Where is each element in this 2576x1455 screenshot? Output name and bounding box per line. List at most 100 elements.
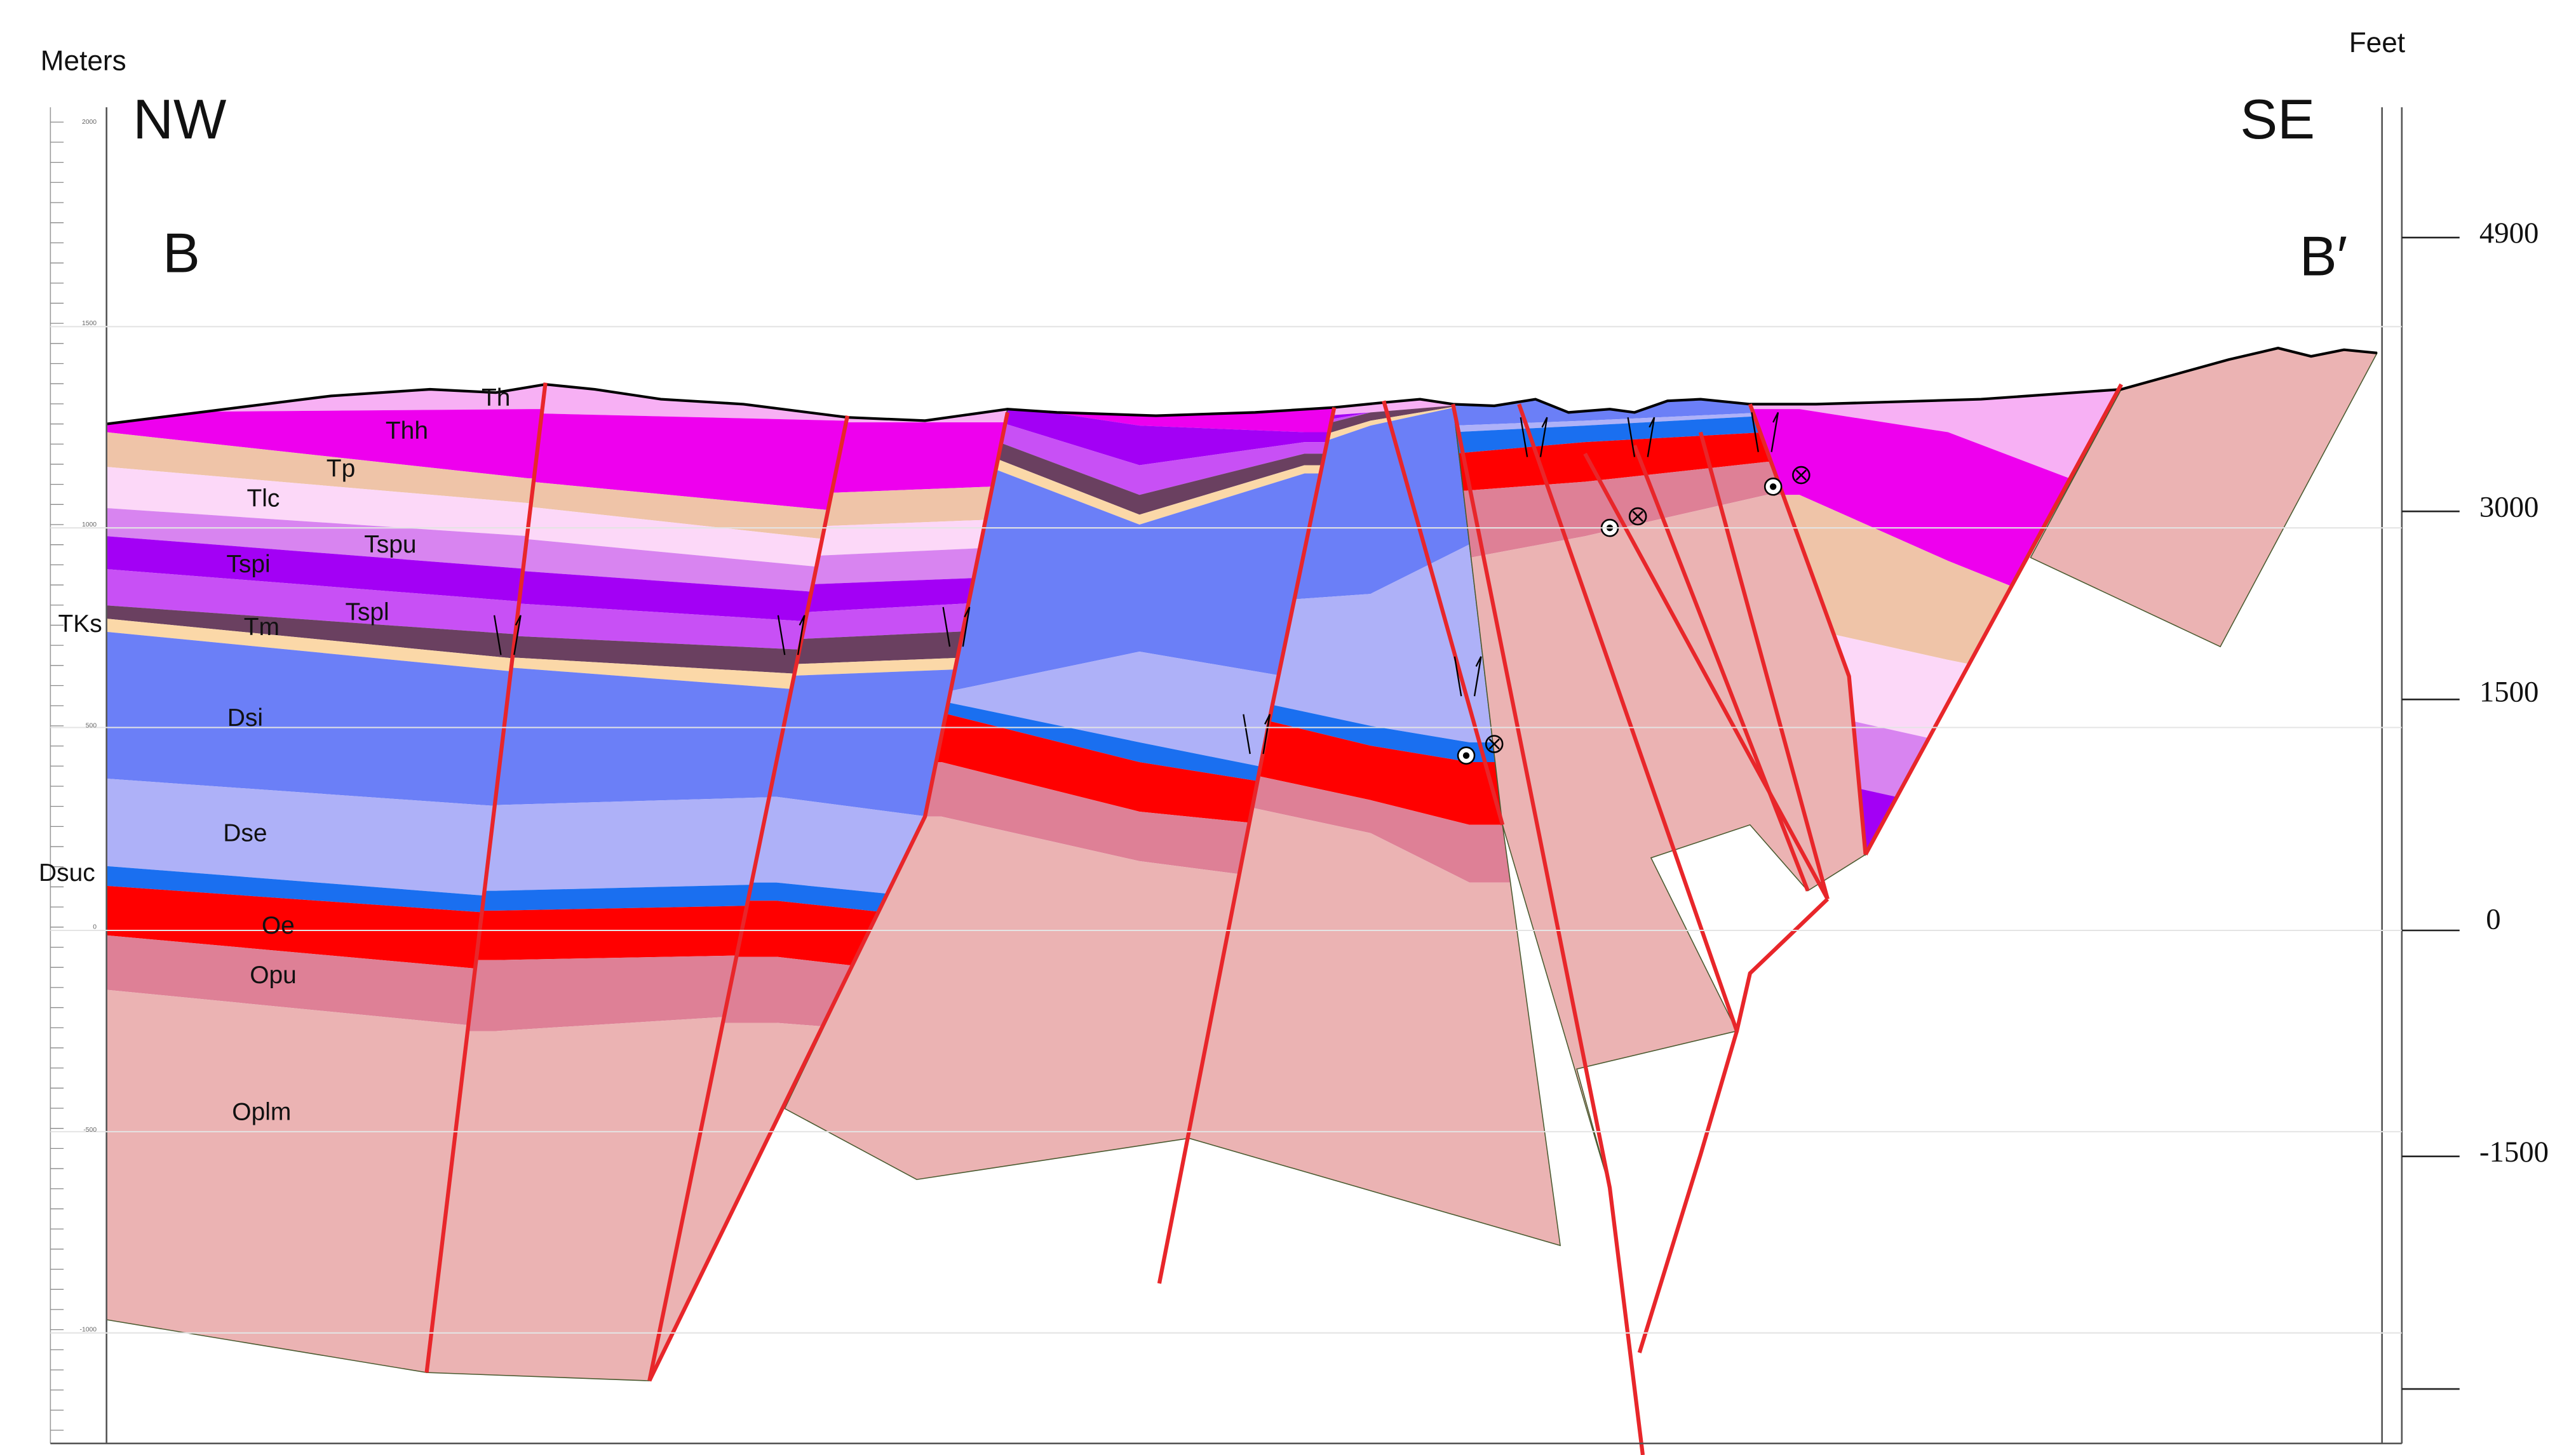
unit-label: Th (482, 384, 510, 412)
end-label: B′ (2300, 225, 2347, 288)
slip-arrow (1453, 656, 1482, 697)
unit-label: Dsuc (39, 859, 95, 887)
fault-cross-symbol (1485, 735, 1504, 753)
rock-layer (426, 503, 847, 570)
rock-layer (958, 0, 2262, 396)
feet-tick-label: 1500 (2479, 675, 2539, 708)
rock-layer (1189, 775, 1561, 883)
rock-layer (1189, 544, 1561, 742)
rock-layer (649, 547, 1008, 586)
rock-layer (785, 420, 1335, 515)
rock-layer (1453, 415, 1866, 454)
rock-layer (649, 486, 1008, 528)
rock-layer (649, 630, 1008, 665)
unit-label: TKs (58, 610, 102, 638)
slip-arrow (1243, 714, 1271, 754)
rock-layer (106, 631, 546, 808)
rock-layer (1453, 412, 1866, 432)
rock-layer (649, 520, 1008, 558)
rock-layer (426, 904, 847, 960)
fault (1451, 403, 1645, 1455)
rock-layer (426, 795, 847, 891)
fault-cross (1795, 469, 1807, 481)
fault-dot-center (1462, 752, 1470, 759)
fault (1748, 403, 1868, 855)
start-label: B (163, 222, 200, 285)
rock-layer (106, 605, 546, 660)
fault-cross (1632, 511, 1643, 522)
unit-label: Tm (244, 614, 280, 641)
fault (1863, 383, 2123, 855)
fault (647, 415, 850, 1381)
rock-layer (426, 536, 847, 594)
rock-layer (106, 935, 546, 1031)
rock-layer (426, 882, 847, 911)
fault (647, 412, 1009, 1382)
rock-layer (106, 467, 546, 537)
rock-layer (106, 619, 546, 673)
feet-tick-label: 0 (2486, 903, 2500, 936)
meter-tick-label: 2000 (82, 119, 97, 126)
rock-layer (649, 667, 1008, 825)
rock-layer (1750, 495, 2122, 693)
rock-layer (426, 953, 847, 1031)
rock-layer (1189, 808, 1561, 1246)
rock-layer (649, 422, 1008, 495)
rock-layer (649, 602, 1008, 640)
unit-label: Tspl (345, 599, 389, 626)
rock-layer (1189, 399, 1561, 421)
rock-layer (106, 384, 546, 413)
right-axis-title: Feet (2349, 27, 2405, 58)
rock-layer (785, 407, 1335, 495)
rock-layer (426, 666, 847, 805)
fault-block (1189, 399, 1561, 1246)
unit-labels: Th Thh Tp Tlc Tspu Tspi Tspl TKs Tm Dsi … (39, 384, 510, 1126)
rock-layer (1453, 432, 1866, 492)
rock-layer (426, 478, 847, 541)
feet-tick-label: 4900 (2479, 217, 2539, 250)
rock-layer (106, 885, 546, 974)
rock-layer (106, 432, 546, 504)
fault-cross-symbol (1628, 507, 1647, 526)
slip-arrow (1520, 417, 1548, 457)
fault (1633, 445, 1810, 892)
rock-layer (106, 779, 546, 899)
slip-arrow (1627, 417, 1656, 457)
rock-layer (785, 407, 1335, 466)
rock-layer (649, 656, 1008, 676)
unit-label: Tlc (246, 485, 280, 512)
unit-label: Opu (250, 962, 297, 989)
unit-label: Dsi (227, 704, 263, 732)
rock-layer (106, 508, 546, 570)
fault-dot-center (1769, 483, 1777, 490)
rock-layer (426, 635, 847, 676)
meter-tick-label: 0 (93, 924, 97, 931)
rock-layer (106, 536, 546, 603)
rock-layer (426, 656, 847, 693)
meter-tick-label: -500 (83, 1127, 97, 1134)
rock-layer (1189, 717, 1561, 825)
rock-layer (785, 652, 1335, 775)
rock-layer (1189, 701, 1561, 763)
rock-layer (785, 701, 1335, 789)
unit-label: Tp (327, 455, 355, 483)
fault (1382, 400, 1505, 826)
rock-layer (106, 866, 546, 916)
rock-layer (106, 989, 546, 1373)
unit-label: Oplm (232, 1099, 291, 1126)
rock-layer (649, 796, 1008, 904)
slip-arrow (777, 615, 806, 655)
left-axis-title: Meters (41, 45, 126, 76)
unit-label: Tspu (364, 531, 416, 558)
fault-cross (1488, 738, 1500, 750)
rock-layer (106, 569, 546, 636)
rock-layer (1453, 462, 1866, 561)
rock-layer (1453, 399, 1866, 426)
unit-label: Oe (262, 912, 295, 939)
fault-block (106, 384, 546, 1373)
rock-layer (426, 569, 847, 624)
slip-arrow (1751, 412, 1779, 452)
rock-layer (1189, 404, 1561, 603)
